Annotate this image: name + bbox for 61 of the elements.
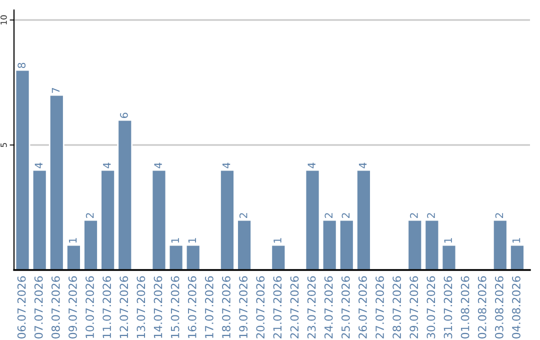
bar	[270, 244, 286, 270]
x-tick-label: 11.07.2026	[102, 276, 112, 338]
data-label: 4	[358, 162, 367, 168]
x-tick-label: 26.07.2026	[358, 276, 367, 338]
bar	[14, 69, 30, 270]
data-label: 2	[86, 213, 94, 218]
x-tick-label: 01.08.2026	[460, 276, 470, 338]
x-tick-label: 12.07.2026	[120, 276, 128, 338]
data-label: 1	[274, 238, 282, 243]
data-label: 4	[222, 162, 230, 168]
data-label: 1	[68, 238, 77, 243]
x-tick-label: 19.07.2026	[239, 276, 248, 338]
x-tick-label: 23.07.2026	[307, 276, 316, 338]
data-label: 2	[324, 213, 332, 218]
x-tick-label: 24.07.2026	[324, 276, 333, 338]
bar	[185, 244, 201, 270]
data-label: 4	[154, 162, 162, 168]
data-label: 1	[171, 238, 179, 243]
x-tick-label: 29.07.2026	[410, 276, 418, 338]
x-tick-label: 17.07.2026	[204, 276, 214, 338]
data-label: 1	[444, 238, 452, 243]
data-label: 4	[103, 162, 111, 168]
y-tick-label: 10	[0, 15, 7, 24]
bar	[168, 244, 184, 270]
x-tick-label: 06.07.2026	[17, 276, 26, 338]
x-tick-label: 08.07.2026	[51, 276, 60, 338]
data-label: 2	[342, 213, 350, 218]
x-tick-label: 10.07.2026	[86, 276, 94, 338]
data-label: 2	[495, 213, 504, 218]
x-tick-label: 16.07.2026	[188, 276, 196, 338]
x-tick-label: 31.07.2026	[444, 276, 452, 338]
data-label: 2	[410, 213, 418, 218]
x-tick-label: 02.08.2026	[478, 276, 486, 338]
x-tick-label: 30.07.2026	[426, 276, 436, 338]
x-tick-label: 22.07.2026	[290, 276, 299, 338]
x-tick-label: 03.08.2026	[494, 276, 504, 338]
x-tick-label: 21.07.2026	[273, 276, 282, 338]
y-tick-label: 5	[0, 143, 7, 148]
data-label: 4	[308, 162, 316, 168]
x-tick-label: 13.07.2026	[136, 276, 146, 338]
x-tick-label: 25.07.2026	[341, 276, 350, 338]
data-label: 2	[239, 213, 248, 218]
data-label: 1	[188, 238, 196, 243]
data-label: 8	[18, 62, 26, 68]
x-tick-label: 14.07.2026	[154, 276, 162, 338]
bar	[151, 169, 167, 270]
x-tick-label: 09.07.2026	[68, 276, 77, 338]
x-tick-label: 18.07.2026	[222, 276, 230, 338]
x-tick-label: 04.08.2026	[512, 276, 520, 338]
data-label: 7	[52, 88, 60, 93]
x-tick-label: 07.07.2026	[34, 276, 43, 338]
data-label: 1	[512, 238, 520, 243]
data-label: 4	[34, 162, 42, 168]
data-label: 2	[427, 213, 435, 218]
bar	[304, 169, 320, 270]
x-tick-label: 28.07.2026	[392, 276, 402, 338]
x-tick-label: 27.07.2026	[376, 276, 384, 338]
x-tick-label: 15.07.2026	[170, 276, 180, 338]
bar	[441, 244, 457, 270]
x-tick-label: 20.07.2026	[256, 276, 265, 338]
data-label: 6	[120, 112, 128, 118]
